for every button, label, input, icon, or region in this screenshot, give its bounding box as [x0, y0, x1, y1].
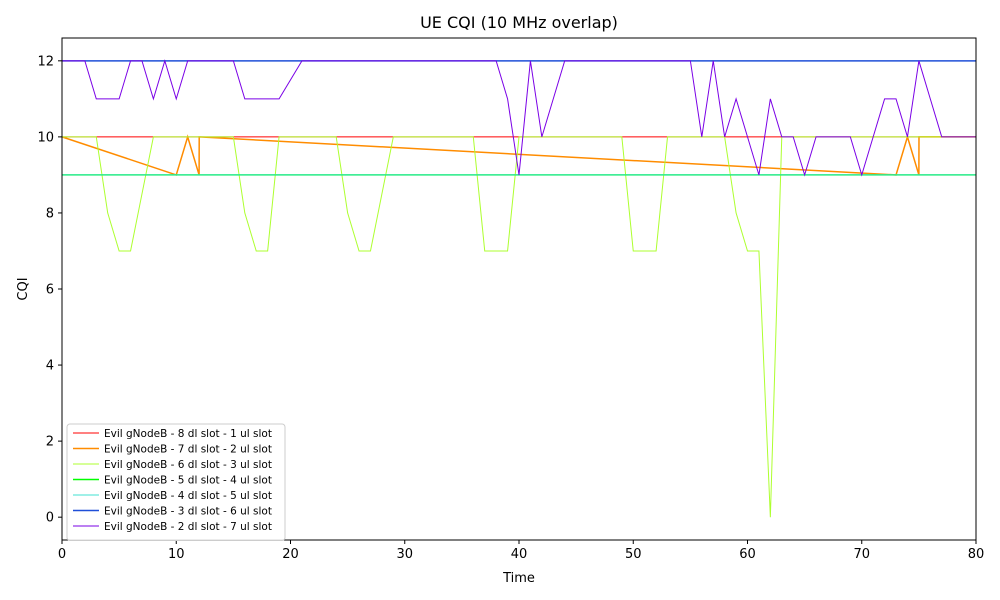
y-tick-label: 2: [46, 435, 54, 450]
x-axis: 0 10 20 30 40 50 60 70 80: [58, 540, 984, 562]
legend-label: Evil gNodeB - 3 dl slot - 6 ul slot: [104, 505, 272, 517]
y-tick-label: 6: [46, 283, 54, 298]
chart-title: UE CQI (10 MHz overlap): [420, 13, 618, 32]
y-tick-label: 0: [46, 511, 54, 526]
legend: Evil gNodeB - 8 dl slot - 1 ul slot Evil …: [66, 423, 286, 541]
y-tick-label: 4: [46, 359, 54, 374]
x-tick-label: 40: [511, 547, 528, 562]
legend-label: Evil gNodeB - 6 dl slot - 3 ul slot: [104, 459, 272, 471]
y-axis-label: CQI: [16, 277, 31, 300]
legend-label: Evil gNodeB - 2 dl slot - 7 ul slot: [104, 521, 272, 533]
x-tick-label: 30: [396, 547, 413, 562]
x-tick-label: 10: [168, 547, 185, 562]
y-tick-label: 8: [46, 206, 54, 221]
legend-label: Evil gNodeB - 8 dl slot - 1 ul slot: [104, 428, 272, 440]
series-line-7: [62, 59, 976, 177]
x-axis-label: Time: [502, 571, 535, 586]
legend-label: Evil gNodeB - 7 dl slot - 2 ul slot: [104, 443, 272, 455]
plot-area: [61, 59, 976, 518]
legend-label: Evil gNodeB - 5 dl slot - 4 ul slot: [104, 474, 272, 486]
x-tick-label: 20: [282, 547, 299, 562]
x-tick-label: 50: [625, 547, 642, 562]
legend-label: Evil gNodeB - 4 dl slot - 5 ul slot: [104, 490, 272, 502]
y-tick-label: 12: [37, 54, 54, 69]
x-tick-label: 80: [968, 547, 985, 562]
y-tick-label: 10: [37, 130, 54, 145]
y-axis: 0 2 4 6 8 10 12: [37, 54, 62, 526]
x-tick-label: 70: [853, 547, 870, 562]
series-line-2: [61, 134, 976, 176]
x-tick-label: 0: [58, 547, 66, 562]
x-tick-label: 60: [739, 547, 756, 562]
legend-box: [66, 423, 286, 541]
